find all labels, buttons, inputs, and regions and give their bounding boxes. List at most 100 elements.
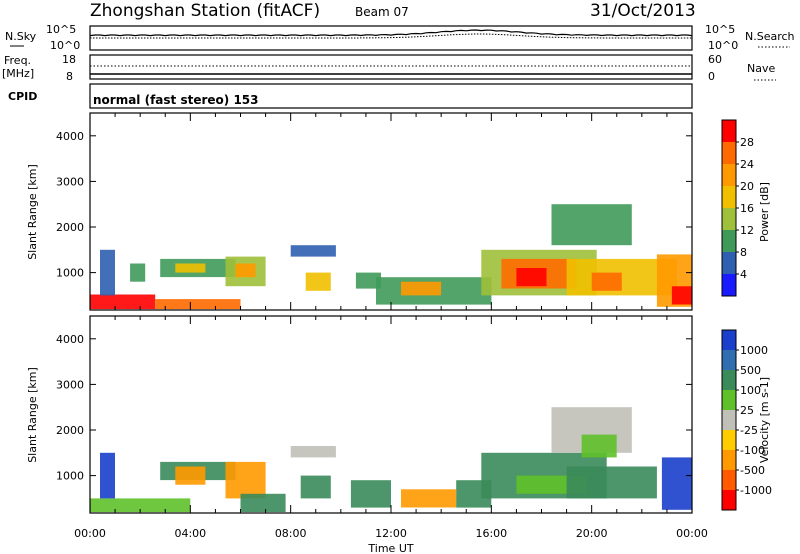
y-tick-label: 1000 <box>56 267 84 280</box>
colorbar-segment <box>722 208 736 231</box>
colorbar-tick-label: 24 <box>740 158 754 171</box>
data-cell-5 <box>175 263 206 273</box>
colorbar-segment <box>722 252 736 275</box>
colorbar-segment <box>722 410 736 431</box>
velocity-panel: 1000 2000 3000 4000 Slant Range [km] <box>26 315 693 514</box>
colorbar-tick-label: 20 <box>740 180 754 193</box>
colorbar-tick-label: -100 <box>740 444 765 457</box>
station-title: Zhongshan Station (fitACF) <box>90 1 320 21</box>
date-label: 31/Oct/2013 <box>590 1 696 21</box>
data-cell-6 <box>290 446 336 458</box>
x-tick-label: 04:00 <box>174 527 206 540</box>
power-colorbar-title: Power [dB] <box>758 182 771 242</box>
noise-right-tick-top: 10^5 <box>705 23 735 36</box>
nave-label: Nave <box>747 62 775 75</box>
cpid-label: CPID <box>8 90 37 103</box>
power-colorbar: 28 24 20 16 12 8 4 <box>721 119 754 297</box>
velocity-heatmap <box>90 407 692 513</box>
y-tick-label: 1000 <box>56 470 84 483</box>
data-cell-1 <box>100 452 115 499</box>
colorbar-tick-label: 16 <box>740 202 754 215</box>
freq-right-tick-top: 60 <box>708 53 722 66</box>
y-tick-label: 3000 <box>56 175 84 188</box>
freq-left-label-1: Freq. <box>4 54 31 67</box>
colorbar-tick-label: 500 <box>740 364 761 377</box>
data-cell-16 <box>661 457 692 510</box>
colorbar-tick-label: 28 <box>740 136 754 149</box>
colorbar-tick-label: 8 <box>740 246 747 259</box>
y-tick-label: 2000 <box>56 221 84 234</box>
velocity-colorbar: 1000 500 100 25 -25 -100 -500 -1000 <box>721 329 772 511</box>
colorbar-tick-label: 12 <box>740 224 754 237</box>
colorbar-tick-label: 100 <box>740 384 761 397</box>
x-tick-label: 00:00 <box>74 527 106 540</box>
noise-sky-trace <box>89 29 693 37</box>
velocity-x-ticks <box>89 316 693 513</box>
velocity-y-label: Slant Range [km] <box>26 367 39 463</box>
colorbar-segment <box>722 450 736 471</box>
x-tick-label: 20:00 <box>576 527 608 540</box>
noise-left-label: N.Sky <box>5 30 37 43</box>
freq-right-tick-bottom: 0 <box>708 70 715 83</box>
freq-left-tick-top: 18 <box>62 53 76 66</box>
colorbar-tick-label: -25 <box>740 424 758 437</box>
data-cell-15 <box>516 268 547 287</box>
colorbar-tick-label: 4 <box>740 268 747 281</box>
colorbar-segment <box>722 370 736 391</box>
data-cell-7 <box>235 263 256 278</box>
x-axis-label: Time UT <box>367 542 413 554</box>
cpid-text: normal (fast stereo) 153 <box>93 93 259 107</box>
x-axis-tick-labels: 00:00 04:00 08:00 12:00 16:00 20:00 00:00 <box>74 527 708 540</box>
colorbar-segment <box>722 230 736 253</box>
data-cell-17 <box>591 272 622 291</box>
data-cell-4 <box>225 461 266 499</box>
data-cell-8 <box>290 245 336 257</box>
freq-left-tick-bottom: 8 <box>66 70 73 83</box>
cpid-panel <box>89 83 693 109</box>
colorbar-tick-label: 1000 <box>740 344 768 357</box>
y-tick-label: 3000 <box>56 378 84 391</box>
y-tick-label: 2000 <box>56 424 84 437</box>
data-cell-13 <box>566 466 657 499</box>
data-cell-1 <box>155 299 241 310</box>
x-tick-label: 00:00 <box>676 527 708 540</box>
noise-left-tick-bottom: 10^0 <box>50 39 80 52</box>
data-cell-15 <box>581 434 617 458</box>
noise-left-tick-top: 10^5 <box>46 23 76 36</box>
noise-search-trace <box>90 33 692 39</box>
power-y-ticks: 1000 2000 3000 4000 <box>56 130 692 280</box>
noise-right-label: N.Search <box>745 30 795 43</box>
power-y-label: Slant Range [km] <box>26 164 39 260</box>
power-heatmap <box>90 204 692 310</box>
velocity-y-ticks: 1000 2000 3000 4000 <box>56 333 692 483</box>
power-panel: 1000 2000 3000 4000 Slant Range [km] <box>26 112 693 311</box>
power-x-ticks <box>89 113 693 310</box>
data-cell-0 <box>90 294 156 310</box>
data-cell-9 <box>305 272 331 291</box>
data-cell-2 <box>100 249 115 296</box>
data-cell-5 <box>240 493 286 512</box>
colorbar-segment <box>722 490 736 511</box>
data-cell-9 <box>401 489 457 508</box>
y-tick-label: 4000 <box>56 130 84 143</box>
data-cell-3 <box>175 466 206 485</box>
colorbar-segment <box>722 186 736 209</box>
colorbar-segment <box>722 390 736 411</box>
colorbar-segment <box>722 142 736 165</box>
colorbar-segment <box>722 120 736 143</box>
colorbar-segment <box>722 164 736 187</box>
data-cell-10 <box>355 272 381 289</box>
colorbar-tick-label: -500 <box>740 464 765 477</box>
data-cell-8 <box>350 480 391 508</box>
colorbar-segment <box>722 350 736 371</box>
colorbar-segment <box>722 330 736 351</box>
freq-panel <box>89 54 693 80</box>
x-tick-label: 12:00 <box>375 527 407 540</box>
freq-left-label-2: [MHz] <box>2 67 34 80</box>
data-cell-12 <box>401 281 442 296</box>
data-cell-3 <box>130 263 146 282</box>
colorbar-segment <box>722 470 736 491</box>
data-cell-0 <box>90 498 191 513</box>
data-cell-20 <box>671 286 692 305</box>
colorbar-tick-label: -1000 <box>740 484 772 497</box>
